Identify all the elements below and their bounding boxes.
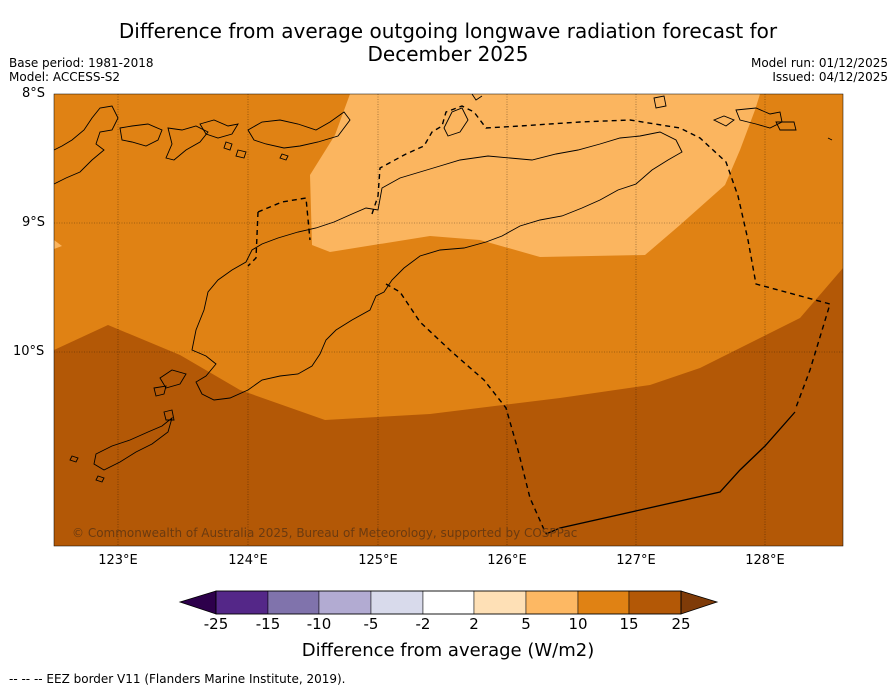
lat-label: 10°S (13, 344, 45, 359)
eez-solid-border (545, 411, 796, 535)
colorbar-tick-label: -5 (363, 615, 379, 633)
lat-label: 9°S (22, 215, 46, 230)
colorbar-segment (525, 590, 579, 615)
colorbar-segment (215, 590, 269, 615)
model-run: Model run: 01/12/2025 (750, 56, 888, 70)
colorbar-tick-label: 5 (521, 615, 531, 633)
colorbar-tick-label: -2 (415, 615, 431, 633)
colorbar-arrow-left (178, 590, 217, 615)
lat-label: 8°S (22, 86, 46, 101)
title-line-2: December 2025 (367, 42, 529, 66)
anomaly-spot (54, 240, 62, 249)
lon-label: 128°E (745, 553, 785, 568)
colorbar-tick-label: 2 (469, 615, 479, 633)
issued-date: Issued: 04/12/2025 (772, 70, 888, 84)
colorbar-tick-label: -15 (255, 615, 281, 633)
map-frame (53, 93, 844, 547)
colorbar-tick-label: 15 (619, 615, 639, 633)
base-period: Base period: 1981-2018 (9, 56, 154, 70)
copyright-notice: © Commonwealth of Australia 2025, Bureau… (72, 526, 578, 540)
lon-label: 126°E (487, 553, 527, 568)
colorbar-tick-label: -10 (306, 615, 332, 633)
colorbar-segment (473, 590, 527, 615)
colorbar-segment (318, 590, 372, 615)
chart-title: Difference from average outgoing longwav… (0, 20, 896, 66)
colorbar (178, 590, 719, 615)
map-area (54, 94, 843, 546)
colorbar-frame (215, 590, 682, 615)
colorbar-segment (577, 590, 630, 615)
gridlines (54, 94, 843, 546)
eez-border (247, 105, 831, 535)
colorbar-arrow-right (680, 590, 719, 615)
colorbar-title: Difference from average (W/m2) (301, 640, 595, 661)
anomaly-band-15-25 (54, 268, 843, 546)
colorbar-tick-label: 25 (671, 615, 691, 633)
colorbar-tick-label: -25 (203, 615, 229, 633)
eez-footnote: -- -- -- EEZ border V11 (Flanders Marine… (9, 672, 346, 686)
lon-label: 127°E (616, 553, 656, 568)
colorbar-tick-label: 10 (568, 615, 588, 633)
colorbar-segment (422, 590, 475, 615)
colorbar-segment (628, 590, 682, 615)
lon-label: 125°E (358, 553, 398, 568)
lon-label: 123°E (98, 553, 138, 568)
lon-label: 124°E (228, 553, 268, 568)
colorbar-segment (267, 590, 320, 615)
model-name: Model: ACCESS-S2 (9, 70, 121, 84)
title-line-1: Difference from average outgoing longwav… (118, 19, 778, 43)
coastlines (54, 94, 833, 483)
colorbar-segment (370, 590, 424, 615)
